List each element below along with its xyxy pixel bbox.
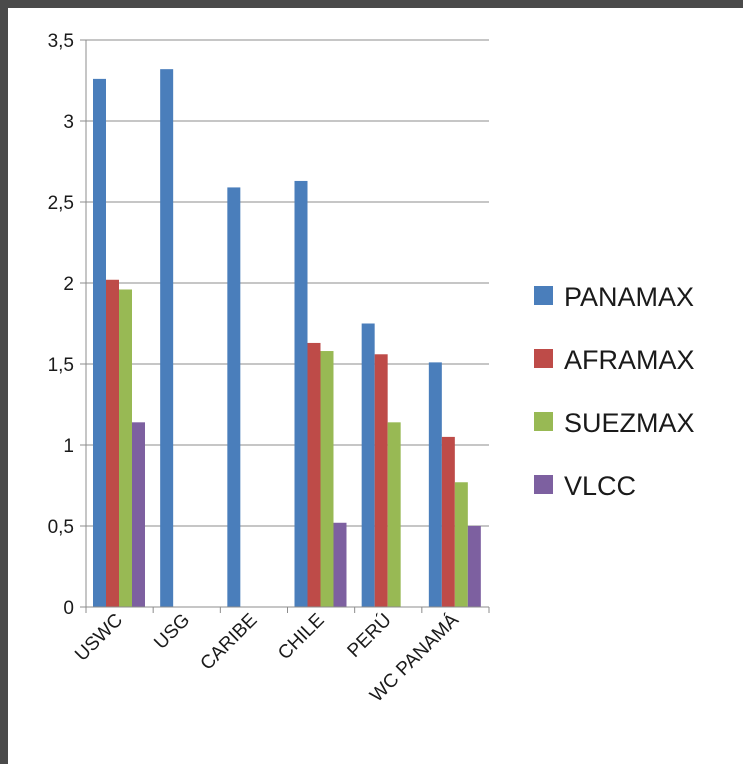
- y-axis-ticks: 0 0,5 1 1,5 2 2,5 3 3,5: [48, 31, 74, 619]
- bar-vlcc-3: [333, 522, 347, 607]
- bar-vlcc-5: [467, 526, 481, 607]
- y-tick-label: 2,5: [48, 193, 74, 214]
- y-tick-label: 1,5: [48, 355, 74, 376]
- bar-suezmax-5: [454, 482, 468, 607]
- y-tick-label: 2: [63, 274, 74, 295]
- legend-swatch-panamax: [534, 286, 553, 305]
- legend-swatch-suezmax: [534, 412, 553, 431]
- bar-suezmax-0: [119, 289, 132, 607]
- legend-label-vlcc: VLCC: [564, 471, 636, 501]
- bar-panamax-4: [361, 323, 375, 607]
- x-tick-label: PERÚ: [343, 609, 396, 662]
- bar-aframax-0: [106, 279, 119, 607]
- bar-panamax-3: [294, 180, 308, 607]
- bar-aframax-5: [441, 436, 455, 607]
- bar-panamax-1: [160, 69, 174, 607]
- legend: PANAMAX AFRAMAX SUEZMAX VLCC: [534, 282, 695, 501]
- y-tick-label: 1: [63, 436, 74, 457]
- gridlines: [86, 39, 489, 527]
- legend-swatch-aframax: [534, 349, 553, 368]
- x-tick-label: CHILE: [274, 610, 328, 664]
- x-tick-label: CARIBE: [197, 610, 262, 675]
- bar-suezmax-3: [320, 351, 334, 607]
- bar-panamax-0: [93, 78, 106, 607]
- bar-aframax-3: [307, 342, 321, 607]
- bar-panamax-2: [227, 187, 241, 608]
- bar-panamax-5: [428, 362, 442, 607]
- bar-suezmax-4: [387, 422, 401, 607]
- bars: [93, 69, 481, 608]
- y-tick-label: 3,5: [48, 31, 74, 52]
- x-tick-label: USG: [150, 610, 194, 654]
- y-tick-label: 0,5: [48, 517, 74, 538]
- y-tick-label: 3: [63, 112, 74, 133]
- bar-aframax-4: [374, 354, 388, 607]
- legend-label-suezmax: SUEZMAX: [564, 408, 695, 438]
- legend-label-panamax: PANAMAX: [564, 282, 694, 312]
- bar-vlcc-0: [132, 422, 145, 607]
- y-tick-label: 0: [63, 598, 74, 619]
- axes: [80, 39, 490, 613]
- legend-label-aframax: AFRAMAX: [564, 345, 695, 375]
- x-tick-label: USWC: [71, 610, 127, 666]
- legend-swatch-vlcc: [534, 475, 553, 494]
